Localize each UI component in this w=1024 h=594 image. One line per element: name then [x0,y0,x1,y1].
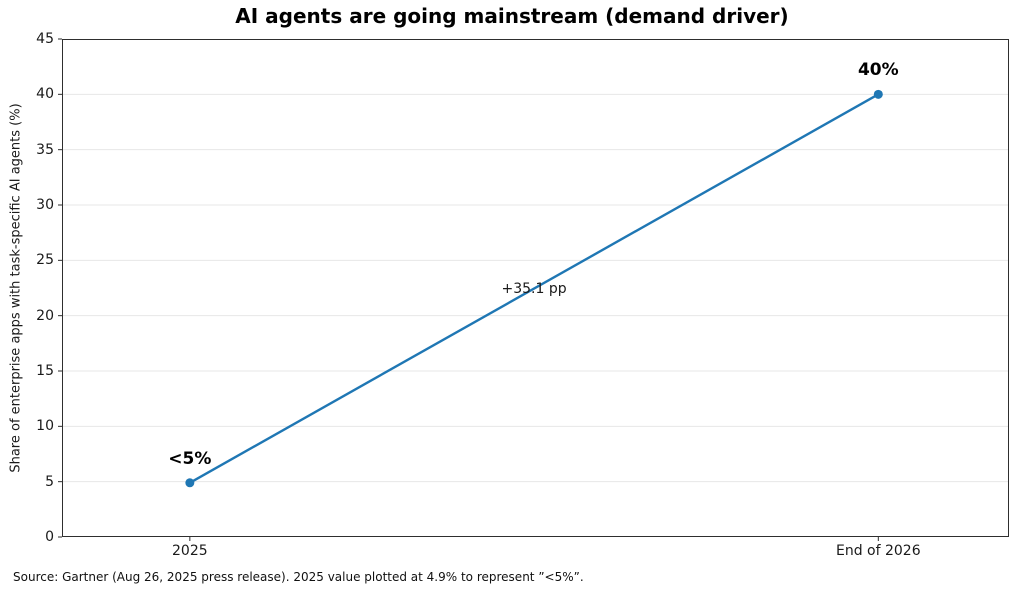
source-note: Source: Gartner (Aug 26, 2025 press rele… [13,570,584,584]
y-axis-label: Share of enterprise apps with task-speci… [8,103,24,473]
data-line [189,93,879,484]
y-tick-label: 35 [36,141,54,158]
y-tick-label: 45 [36,31,54,47]
data-point-marker [873,89,883,99]
delta-annotation: +35.1 pp [501,280,567,297]
y-tick-label: 0 [45,529,54,545]
y-tick-label: 15 [36,363,54,379]
point-value-label: 40% [857,60,899,81]
chart-title: AI agents are going mainstream (demand d… [235,4,789,28]
y-tick-label: 10 [36,418,54,435]
plot-area [62,39,1009,537]
y-tick-label: 30 [36,197,54,213]
x-tick-label: End of 2026 [835,543,921,559]
y-tick-label: 5 [45,473,54,490]
y-tick-label: 25 [36,252,54,269]
data-point-marker [185,478,195,488]
x-tick-label: 2025 [172,543,208,559]
point-value-label: <5% [168,448,212,469]
y-tick-label: 20 [36,307,54,324]
y-tick-label: 40 [36,86,54,103]
